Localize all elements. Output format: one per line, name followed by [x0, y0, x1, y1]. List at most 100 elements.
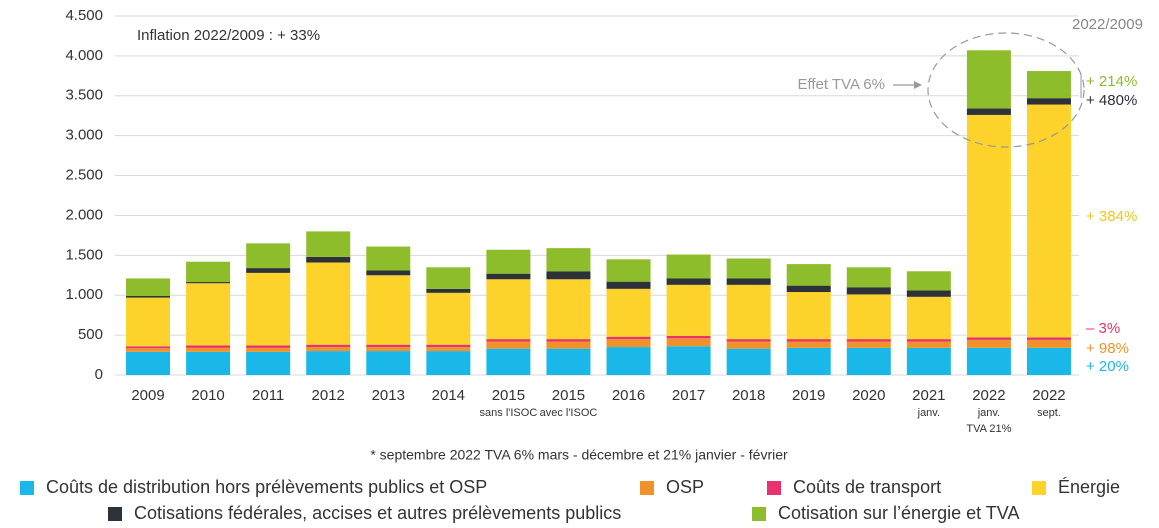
bar-segment: [486, 348, 531, 375]
x-tick-label: 2016: [612, 387, 645, 404]
legend-label: Cotisations fédérales, accises et autres…: [134, 503, 621, 523]
x-tick-label: 2017: [672, 387, 705, 404]
bar-segment: [306, 347, 351, 352]
y-tick-label: 1.500: [65, 246, 103, 263]
bar-segment: [486, 341, 531, 349]
legend-swatch: [640, 481, 654, 495]
bar-segment: [786, 264, 831, 286]
highlight-circle: [927, 32, 1085, 148]
x-tick-label: 2020: [852, 387, 885, 404]
bar-segment: [426, 351, 471, 375]
bar-segment: [126, 346, 171, 349]
legend-swatch: [20, 481, 34, 495]
bar-segment: [726, 278, 771, 285]
x-tick-label: 2009: [131, 387, 164, 404]
x-tick-label: 2010: [191, 387, 224, 404]
x-tick-label: 2022: [1032, 387, 1065, 404]
bar-segment: [606, 339, 651, 348]
legend-swatch: [1032, 481, 1046, 495]
bar-segment: [606, 259, 651, 282]
x-tick-label: 2014: [432, 387, 465, 404]
bar-segment: [306, 351, 351, 375]
bar-segment: [306, 256, 351, 263]
bar-segment: [186, 351, 231, 375]
bar-segment: [966, 114, 1011, 338]
change-label: – 3%: [1086, 320, 1120, 337]
legend-label: Énergie: [1058, 477, 1120, 497]
bar-segment: [906, 296, 951, 340]
bar-segment: [486, 273, 531, 280]
y-tick-label: 1.000: [65, 286, 103, 303]
bar-segment: [846, 287, 891, 295]
legend-label: Coûts de transport: [793, 477, 941, 497]
bar-segment: [966, 337, 1011, 340]
x-tick-label: 2019: [792, 387, 825, 404]
legend-label: OSP: [666, 477, 704, 497]
bar-segment: [906, 271, 951, 291]
bar-segment: [546, 341, 591, 349]
bar-segment: [546, 279, 591, 340]
bar-segment: [186, 282, 231, 284]
bar-segment: [366, 246, 411, 271]
bar-segment: [966, 50, 1011, 109]
x-tick-label: 2015: [552, 387, 585, 404]
y-tick-label: 3.000: [65, 127, 103, 144]
bar-segment: [846, 347, 891, 375]
bar-segment: [786, 339, 831, 342]
bar-segment: [306, 231, 351, 257]
bar-segment: [186, 283, 231, 346]
x-tick-note: avec l'ISOC: [540, 407, 598, 419]
change-label: + 214%: [1086, 73, 1137, 90]
bar-segment: [1026, 71, 1071, 99]
bar-segment: [426, 344, 471, 348]
bar-segment: [546, 348, 591, 375]
bar-segment: [906, 339, 951, 342]
bar-segment: [246, 268, 291, 273]
change-label: + 98%: [1086, 340, 1129, 357]
bar-segment: [666, 254, 711, 279]
bar-segment: [486, 279, 531, 340]
bar-segment: [246, 243, 291, 269]
bar-segment: [666, 346, 711, 375]
change-label: + 480%: [1086, 92, 1137, 109]
y-tick-label: 0: [95, 366, 103, 383]
bar-segment: [846, 294, 891, 340]
bar-segment: [426, 292, 471, 345]
x-tick-label: 2021: [912, 387, 945, 404]
bar-segment: [666, 284, 711, 336]
bar-segment: [906, 341, 951, 348]
bar-segment: [186, 261, 231, 283]
bar-segment: [126, 297, 171, 347]
legend-label: Coûts de distribution hors prélèvements …: [46, 477, 487, 497]
bar-segment: [966, 339, 1011, 348]
bar-segment: [606, 336, 651, 340]
bar-segment: [1026, 98, 1071, 105]
bar-segment: [846, 339, 891, 342]
bar-segment: [246, 272, 291, 346]
y-tick-label: 4.500: [65, 7, 103, 24]
bar-segment: [606, 347, 651, 375]
bar-segment: [306, 344, 351, 348]
inflation-note: Inflation 2022/2009 : + 33%: [137, 27, 320, 44]
bar-segment: [786, 285, 831, 293]
bar-segment: [246, 351, 291, 375]
bar-segment: [486, 339, 531, 342]
bar-segment: [666, 278, 711, 285]
bar-segment: [906, 290, 951, 297]
arrow-head: [914, 81, 922, 89]
x-tick-note: TVA 21%: [966, 423, 1011, 435]
bar-segment: [1026, 337, 1071, 340]
bar-segment: [246, 345, 291, 348]
x-tick-label: 2018: [732, 387, 765, 404]
bar-segment: [306, 262, 351, 345]
y-tick-label: 3.500: [65, 87, 103, 104]
bar-segment: [366, 344, 411, 348]
bar-segment: [966, 347, 1011, 375]
bar-segment: [726, 341, 771, 349]
bar-segment: [726, 284, 771, 340]
y-tick-label: 500: [78, 326, 103, 343]
bar-segment: [186, 345, 231, 348]
change-label: + 20%: [1086, 358, 1129, 375]
bar-segment: [786, 347, 831, 375]
y-tick-label: 2.000: [65, 206, 103, 223]
